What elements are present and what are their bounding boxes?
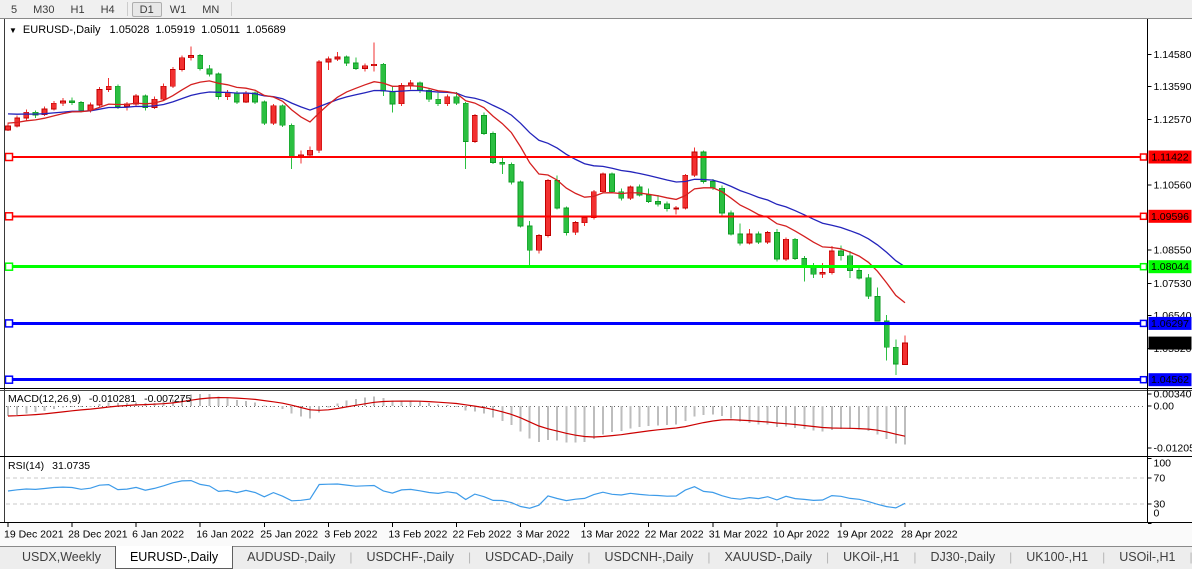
hline-drag-handle[interactable]	[4, 212, 14, 221]
price-tag	[1148, 260, 1192, 274]
horizontal-lines	[4, 152, 1147, 384]
svg-text:30: 30	[1154, 499, 1166, 511]
price-tag	[1148, 336, 1192, 350]
price-tag	[1148, 316, 1192, 330]
price-axis: 1.14580 1.13590 1.12570 1.10560 1.08550 1.075…	[1139, 49, 1192, 524]
svg-text:3 Feb 2022: 3 Feb 2022	[324, 529, 377, 541]
tab-usoil-h1[interactable]: USOil-,H1	[1119, 550, 1176, 564]
svg-text:1.06297: 1.06297	[1151, 318, 1189, 330]
tab-audusd-daily[interactable]: AUDUSD-,Daily	[247, 550, 336, 564]
price-tag	[1148, 150, 1192, 164]
svg-text:100: 100	[1154, 458, 1172, 470]
panel-borders	[0, 18, 1192, 523]
timeframe-toolbar: 5 M30 H1 H4 D1 W1 MN	[0, 0, 1192, 18]
svg-text:0: 0	[1154, 508, 1160, 520]
date-axis: 19 Dec 2021 28 Dec 2021 6 Jan 2022 16 Jan 2…	[4, 523, 958, 541]
svg-text:31 Mar 2022: 31 Mar 2022	[709, 529, 768, 541]
tab-xauusd-daily[interactable]: XAUUSD-,Daily	[724, 550, 812, 564]
tab-usdcnh-daily[interactable]: USDCNH-,Daily	[604, 550, 694, 564]
tab-usdx-weekly[interactable]: USDX,Weekly	[22, 550, 101, 564]
chart-background	[0, 18, 1192, 546]
tab-separator: |	[1102, 550, 1106, 564]
ma-fast-line	[7, 80, 906, 304]
tab-eurusd-daily[interactable]: EURUSD-,Daily	[114, 546, 234, 569]
hline-drag-handle[interactable]	[4, 319, 14, 328]
svg-text:0.00: 0.00	[1154, 401, 1175, 413]
svg-text:13 Mar 2022: 13 Mar 2022	[581, 529, 640, 541]
timeframe-button-w1[interactable]: W1	[169, 3, 187, 16]
tab-separator: |	[587, 550, 591, 564]
tab-separator: |	[1009, 550, 1013, 564]
svg-text:6 Jan 2022: 6 Jan 2022	[132, 529, 184, 541]
hline-drag-handle[interactable]	[4, 262, 14, 271]
timeframe-button-m30[interactable]: M30	[33, 3, 55, 16]
svg-text:16 Jan 2022: 16 Jan 2022	[196, 529, 254, 541]
svg-text:1.12570: 1.12570	[1154, 114, 1192, 126]
tab-dj30-daily[interactable]: DJ30-,Daily	[930, 550, 996, 564]
tab-separator: |	[1189, 550, 1192, 564]
timeframe-button-5[interactable]: 5	[11, 3, 18, 16]
symbol-tabbar: USDX,Weekly EURUSD-,Daily AUDUSD-,Daily | US…	[0, 546, 1192, 569]
svg-text:1.08550: 1.08550	[1154, 245, 1192, 257]
svg-text:1.05689: 1.05689	[1151, 338, 1189, 350]
svg-text:1.13590: 1.13590	[1154, 81, 1192, 93]
tab-separator: |	[349, 550, 353, 564]
svg-text:28 Dec 2021: 28 Dec 2021	[68, 529, 128, 541]
toolbar-separator	[126, 2, 128, 16]
svg-text:1.10560: 1.10560	[1154, 180, 1192, 192]
svg-text:22 Mar 2022: 22 Mar 2022	[645, 529, 704, 541]
svg-text:1.11422: 1.11422	[1151, 152, 1188, 164]
svg-text:1.07530: 1.07530	[1154, 278, 1192, 290]
tab-usdcad-daily[interactable]: USDCAD-,Daily	[485, 550, 574, 564]
svg-text:25 Jan 2022: 25 Jan 2022	[260, 529, 318, 541]
svg-text:19 Apr 2022: 19 Apr 2022	[837, 529, 894, 541]
rsi-panel	[6, 477, 1146, 509]
svg-text:13 Feb 2022: 13 Feb 2022	[388, 529, 447, 541]
svg-text:19 Dec 2021: 19 Dec 2021	[4, 529, 64, 541]
macd-panel	[6, 393, 1146, 445]
timeframe-button-h4[interactable]: H4	[100, 3, 115, 16]
svg-text:70: 70	[1154, 473, 1166, 485]
tab-separator: |	[826, 550, 830, 564]
svg-text:1.08044: 1.08044	[1151, 261, 1189, 273]
price-tag	[1148, 373, 1192, 387]
tab-ukoil-h1[interactable]: UKOil-,H1	[843, 550, 900, 564]
svg-text:3 Mar 2022: 3 Mar 2022	[517, 529, 570, 541]
svg-text:1.04562: 1.04562	[1151, 374, 1189, 386]
moving-averages	[7, 80, 906, 304]
tab-usdchf-daily[interactable]: USDCHF-,Daily	[366, 550, 455, 564]
svg-text:0.003408: 0.003408	[1154, 389, 1192, 401]
chart-window: 1.14580 1.13590 1.12570 1.10560 1.08550 1.075…	[0, 18, 1192, 546]
svg-text:-0.012058: -0.012058	[1154, 443, 1192, 455]
tab-separator: |	[468, 550, 472, 564]
date-axis-strip	[0, 523, 1192, 546]
timeframe-button-d1[interactable]: D1	[131, 1, 162, 17]
price-tag	[1148, 209, 1192, 223]
timeframe-button-h1[interactable]: H1	[70, 3, 85, 16]
tab-separator: |	[913, 550, 917, 564]
toolbar-separator	[231, 2, 233, 16]
svg-text:10 Apr 2022: 10 Apr 2022	[773, 529, 830, 541]
svg-text:1.14580: 1.14580	[1154, 49, 1192, 61]
svg-text:22 Feb 2022: 22 Feb 2022	[453, 529, 512, 541]
hline-drag-handle[interactable]	[4, 375, 14, 384]
svg-text:1.09596: 1.09596	[1151, 211, 1189, 223]
chart-canvas[interactable]: 1.14580 1.13590 1.12570 1.10560 1.08550 1.075…	[0, 18, 1192, 546]
hline-drag-handle[interactable]	[4, 152, 14, 162]
timeframe-button-mn[interactable]: MN	[202, 3, 220, 16]
tab-uk100-h1[interactable]: UK100-,H1	[1026, 550, 1089, 564]
svg-text:28 Apr 2022: 28 Apr 2022	[901, 529, 958, 541]
tab-separator: |	[707, 550, 711, 564]
